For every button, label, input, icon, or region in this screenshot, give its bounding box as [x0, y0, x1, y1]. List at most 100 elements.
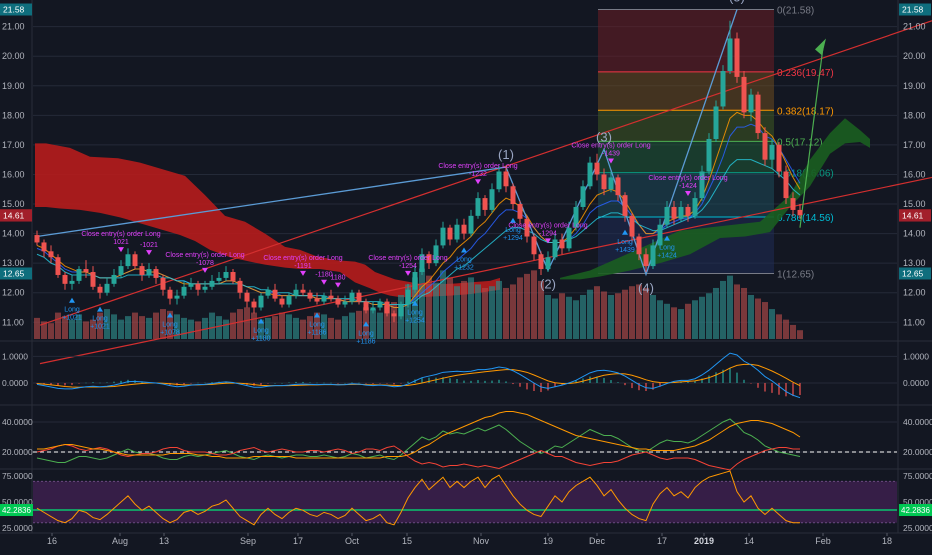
macd-histogram-bar — [715, 372, 717, 383]
candle-body — [678, 206, 684, 219]
candle-body — [139, 266, 145, 275]
volume-bar — [545, 295, 551, 339]
candle-body — [223, 272, 229, 278]
macd-histogram-bar — [365, 383, 367, 384]
price-tick-left: 18.00 — [2, 110, 25, 120]
macd-histogram-bar — [652, 383, 654, 390]
fib-band — [598, 9, 774, 72]
volume-bar — [454, 286, 460, 339]
macd-histogram-bar — [519, 383, 521, 387]
macd-histogram-bar — [540, 383, 542, 393]
time-tick-label: 18 — [882, 536, 892, 546]
candle-body — [356, 292, 362, 302]
volume-bar — [321, 314, 327, 339]
volume-bar — [692, 300, 698, 339]
price-tick-left: 20.00 — [2, 51, 25, 61]
fib-level-label: 0.5(17.12) — [777, 137, 823, 148]
volume-bar — [762, 302, 768, 339]
close-signal-arrow — [118, 247, 124, 253]
candle-body — [748, 94, 754, 113]
long-signal-arrow — [258, 318, 264, 324]
close-signal-arrow — [545, 238, 551, 244]
candle-body — [692, 198, 698, 216]
close-signal-value: 1021 — [113, 239, 129, 246]
elliott-wave-labels: (1) (2) (3) (4) (5) — [498, 0, 745, 295]
price-tick-left: 13.00 — [2, 258, 25, 268]
volume-bar — [580, 295, 586, 339]
close-signal-label: Close entry(s) order Long — [81, 231, 160, 238]
candle-body — [286, 295, 292, 305]
macd-histogram-bar — [260, 383, 262, 385]
close-signal-value: 1180 — [330, 275, 345, 282]
candle-body — [111, 274, 117, 284]
candle-body — [510, 186, 516, 205]
time-tick-label: 17 — [657, 536, 667, 546]
candle-body — [300, 289, 306, 293]
volume-bar — [517, 277, 523, 339]
volume-bar — [55, 312, 61, 339]
candle-body — [734, 38, 740, 77]
candle-body — [797, 209, 803, 216]
volume-bar — [748, 295, 754, 339]
rsi-level-badge-right: 42.2836 — [901, 506, 930, 515]
macd-histogram-bar — [295, 381, 297, 383]
close-signal-arrow — [335, 282, 341, 288]
macd-histogram-bar — [330, 382, 332, 384]
candle-body — [377, 301, 383, 308]
price-tick-right: 16.00 — [903, 169, 926, 179]
candle-body — [419, 254, 425, 273]
time-tick-label: Oct — [345, 536, 360, 546]
candle-body — [293, 289, 299, 296]
macd-histogram-bar — [358, 382, 360, 384]
volume-bar — [405, 284, 411, 339]
macd-histogram-bar — [372, 383, 374, 384]
volume-bar — [559, 293, 565, 339]
price-badge-left-bg — [0, 267, 32, 280]
macd-histogram-bar — [659, 383, 661, 387]
macd-histogram-bar — [554, 383, 556, 387]
macd-histogram-bar — [792, 383, 794, 397]
trend-line-lower — [39, 176, 932, 365]
volume-bar — [223, 319, 229, 339]
candle-body — [258, 295, 264, 308]
candle-body — [342, 301, 348, 305]
volume-bar — [440, 270, 446, 339]
volume-bar — [384, 305, 390, 339]
volume-bar — [699, 296, 705, 339]
candle-body — [62, 274, 68, 284]
volume-bar — [377, 312, 383, 339]
price-tick-left: 16.00 — [2, 169, 25, 179]
price-tick-left: 11.00 — [2, 317, 24, 327]
long-signal-arrow — [97, 306, 103, 312]
candle-body — [349, 292, 355, 302]
macd-histogram-bar — [764, 383, 766, 392]
macd-histogram-bar — [400, 383, 402, 384]
macd-histogram-bar — [197, 382, 199, 384]
fib-level-label: 0.786(14.56) — [777, 213, 834, 224]
long-signal-label: Long — [162, 322, 178, 329]
long-signal-value: +1186 — [356, 338, 375, 345]
price-badge-left-bg — [0, 209, 32, 222]
long-signal-label: Long — [407, 310, 423, 317]
volume-bar — [636, 284, 642, 339]
candle-body — [195, 283, 201, 290]
rsi-axis: 75.0000 75.0000 50.0000 50.0000 25.0000 25.00… — [2, 471, 932, 533]
candle-body — [783, 171, 789, 199]
close-signal-label: Close entry(s) order Long — [438, 163, 517, 170]
close-signal-label: Close entry(s) order Long — [571, 143, 650, 150]
price-tick-right: 15.00 — [903, 199, 926, 209]
macd-histogram-bar — [624, 383, 626, 386]
volume-bar — [265, 317, 271, 339]
fib-level-label: 1(12.65) — [777, 269, 814, 280]
macd-histogram-bar — [428, 377, 430, 383]
macd-histogram-bar — [596, 376, 598, 383]
close-signal-arrow — [685, 191, 691, 197]
macd-histogram-bar — [274, 383, 276, 384]
projection-arrow-line — [799, 47, 824, 228]
volume-bar — [755, 298, 761, 339]
rsi-level-badge-left-bg — [0, 504, 33, 517]
price-tick-left: 19.00 — [2, 81, 25, 91]
price-tick-right: 11.00 — [903, 317, 925, 327]
